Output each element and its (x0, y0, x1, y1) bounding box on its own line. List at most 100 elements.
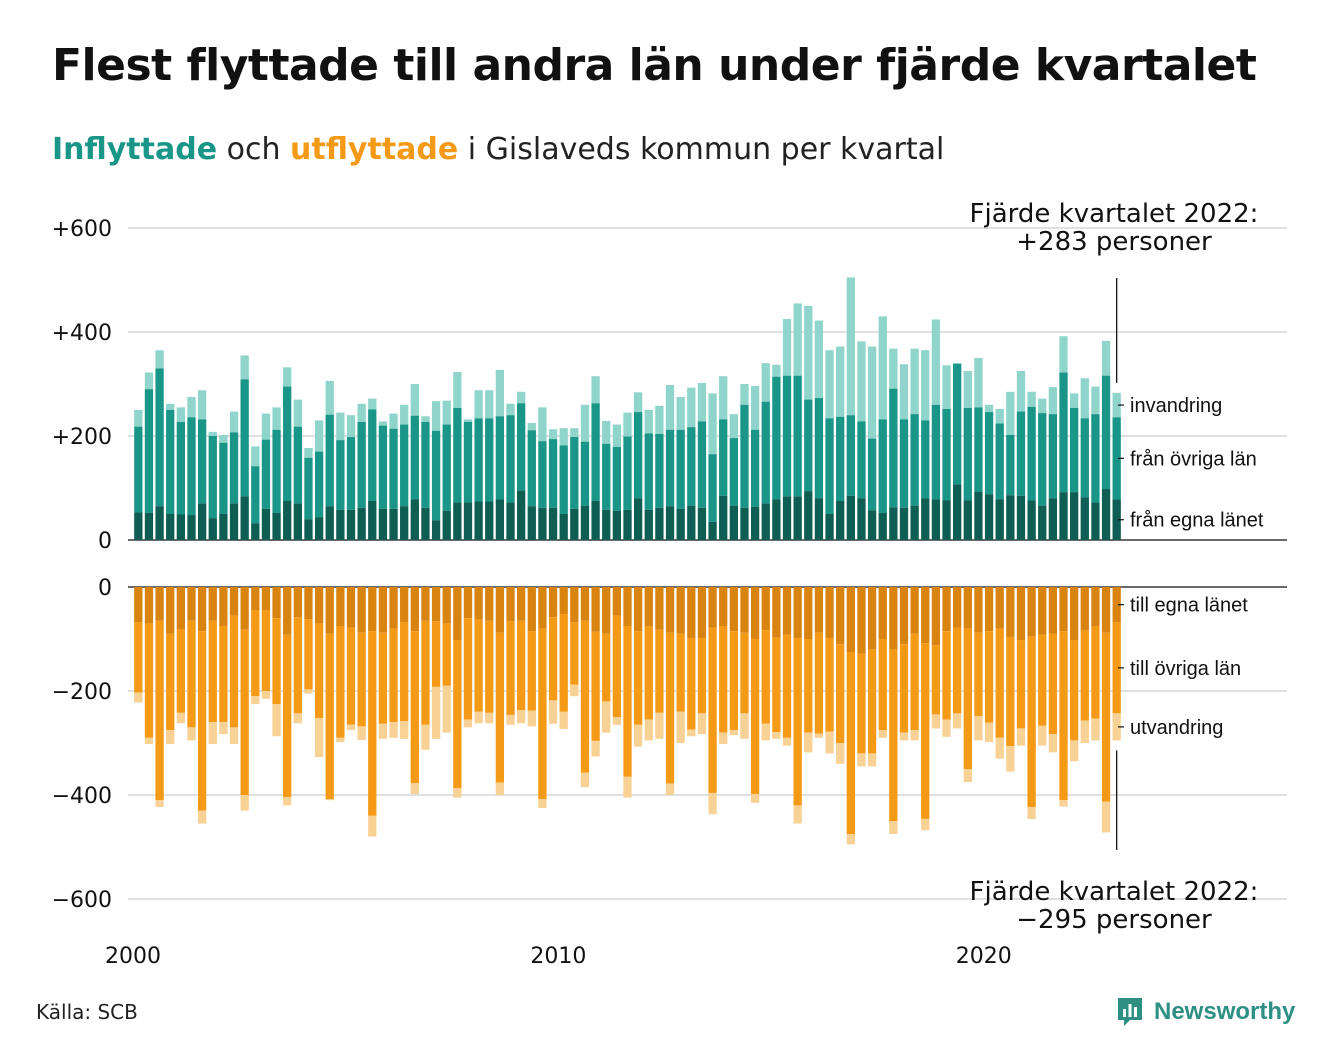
bar-outflow-emigration (346, 724, 356, 730)
x-tick-label: 2010 (530, 944, 586, 969)
bar-outflow-emigration (633, 724, 643, 747)
bar-inflow-other-counties (846, 415, 855, 496)
bar-outflow-emigration (676, 711, 685, 743)
brand-logo: Newsworthy (1116, 994, 1295, 1030)
bar-inflow-immigration (208, 431, 217, 436)
bar-outflow-other-counties (293, 617, 302, 714)
bar-outflow-emigration (814, 733, 824, 738)
bar-outflow-emigration (719, 732, 728, 745)
bar-inflow-other-counties (421, 421, 430, 508)
bar-inflow-immigration (676, 397, 685, 430)
bar-outflow-emigration (1059, 800, 1068, 807)
bar-outflow-own-county (846, 587, 855, 652)
bar-inflow-other-counties (655, 433, 664, 508)
bar-inflow-other-counties (570, 437, 579, 509)
bar-inflow-immigration (187, 397, 196, 418)
bar-outflow-own-county (336, 587, 345, 626)
bar-outflow-other-counties (261, 610, 271, 691)
bar-outflow-other-counties (442, 623, 451, 686)
bar-outflow-other-counties (336, 626, 345, 738)
bar-outflow-emigration (1080, 720, 1089, 743)
bar-inflow-immigration (1016, 371, 1026, 412)
bar-outflow-own-county (389, 587, 398, 629)
bar-inflow-own-county (772, 499, 781, 540)
bar-inflow-immigration (463, 419, 473, 422)
bar-outflow-other-counties (208, 620, 217, 723)
bar-outflow-emigration (314, 718, 324, 758)
bar-inflow-own-county (804, 491, 813, 540)
bar-inflow-other-counties (431, 430, 441, 521)
bar-inflow-other-counties (155, 368, 164, 507)
bar-inflow-own-county (1038, 505, 1047, 540)
bar-outflow-emigration (655, 712, 664, 739)
bar-outflow-other-counties (612, 615, 622, 717)
bar-inflow-own-county (931, 499, 941, 540)
bar-outflow-own-county (187, 587, 196, 621)
bar-inflow-immigration (761, 363, 770, 402)
bar-outflow-own-county (580, 587, 590, 621)
bar-inflow-own-county (729, 505, 738, 540)
bar-inflow-immigration (314, 420, 324, 452)
bar-outflow-emigration (400, 721, 409, 739)
bar-outflow-own-county (921, 587, 930, 644)
bar-inflow-other-counties (1080, 418, 1089, 498)
bar-inflow-other-counties (899, 419, 909, 508)
bar-inflow-own-county (368, 501, 377, 540)
bar-inflow-immigration (591, 376, 600, 404)
bar-inflow-other-counties (793, 375, 802, 497)
bar-outflow-other-counties (1101, 632, 1111, 802)
bar-outflow-own-county (1016, 587, 1026, 641)
bar-outflow-other-counties (633, 631, 643, 725)
bar-inflow-immigration (527, 423, 536, 431)
bar-outflow-emigration (570, 684, 579, 697)
bar-inflow-other-counties (729, 438, 738, 506)
bar-inflow-immigration (825, 350, 834, 419)
bar-outflow-own-county (378, 587, 388, 633)
bar-inflow-immigration (357, 403, 366, 422)
bar-inflow-other-counties (995, 423, 1004, 500)
bar-inflow-own-county (1091, 502, 1100, 540)
bar-inflow-other-counties (548, 439, 558, 508)
bar-inflow-immigration (804, 306, 813, 400)
bar-inflow-own-county (1080, 497, 1089, 540)
bar-outflow-emigration (463, 719, 473, 728)
bar-outflow-emigration (1048, 734, 1058, 753)
bar-outflow-emigration (857, 753, 866, 767)
bar-inflow-other-counties (1059, 372, 1068, 493)
bar-inflow-own-county (782, 496, 792, 540)
bar-outflow-other-counties (995, 628, 1004, 738)
bar-outflow-own-county (676, 587, 685, 634)
bar-inflow-own-county (878, 512, 887, 540)
bar-inflow-immigration (687, 387, 696, 428)
bar-inflow-other-counties (867, 438, 877, 511)
bar-inflow-own-county (708, 521, 717, 540)
bar-outflow-emigration (1112, 713, 1121, 741)
bar-outflow-emigration (697, 713, 707, 735)
bar-outflow-emigration (517, 710, 526, 724)
bar-inflow-immigration (474, 390, 483, 419)
bar-inflow-own-county (1006, 495, 1015, 540)
bar-inflow-own-county (400, 506, 409, 540)
bar-inflow-other-counties (538, 441, 547, 508)
bar-inflow-other-counties (229, 432, 239, 504)
bar-outflow-other-counties (804, 639, 813, 733)
inflow-y-tick-label: 0 (98, 529, 112, 554)
bar-outflow-emigration (134, 692, 143, 703)
bar-outflow-own-county (1069, 587, 1079, 641)
bar-outflow-other-counties (772, 637, 781, 733)
bar-outflow-emigration (921, 818, 930, 831)
bar-inflow-immigration (304, 447, 313, 458)
bar-inflow-immigration (197, 390, 207, 420)
bar-inflow-immigration (953, 363, 962, 364)
bar-inflow-own-county (974, 491, 983, 540)
bar-inflow-own-county (187, 515, 196, 540)
bar-inflow-own-county (740, 507, 749, 540)
bar-outflow-own-county (442, 587, 451, 624)
bar-outflow-emigration (474, 711, 483, 724)
bar-outflow-own-county (1112, 587, 1121, 623)
bar-outflow-own-county (984, 587, 994, 632)
bar-inflow-own-county (485, 501, 494, 540)
bar-outflow-own-county (463, 587, 473, 619)
outflow-y-tick-label: −200 (52, 680, 112, 705)
bar-inflow-own-county (963, 500, 972, 540)
